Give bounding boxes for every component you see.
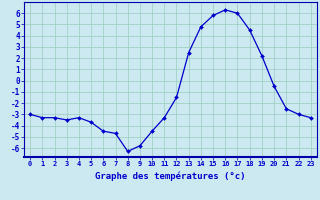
X-axis label: Graphe des températures (°c): Graphe des températures (°c) <box>95 171 246 181</box>
